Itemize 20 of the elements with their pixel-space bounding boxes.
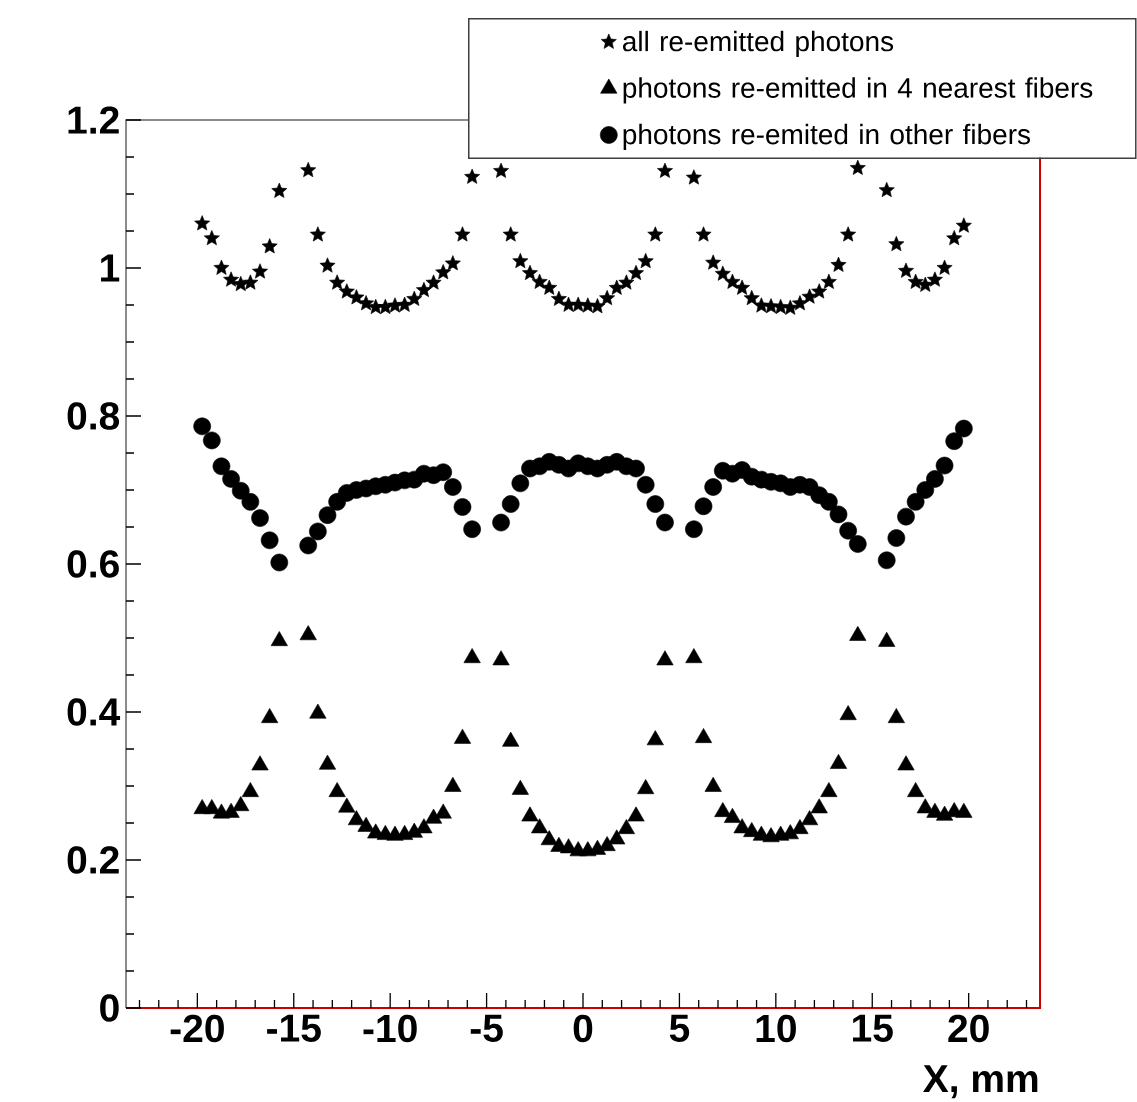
y-tick-label: 1 [101,254,120,282]
x-axis-title: X, mm [923,1065,1038,1099]
legend-label: all re-emitted photons [622,30,894,57]
y-tick-label: 0.4 [67,698,121,726]
y-tick-label: 1.2 [68,106,119,134]
x-tick-label: -10 [363,1014,417,1043]
x-tick-label: 10 [756,1014,796,1043]
x-tick-label: 20 [948,1014,989,1043]
y-tick-label: 0.6 [67,550,119,578]
y-tick-label: 0.2 [67,846,119,874]
y-tick-label: 0.8 [67,402,120,430]
x-tick-label: 15 [853,1014,893,1042]
y-tick-label: 0 [100,994,119,1022]
legend-label: photons re-emited in other fibers [623,123,1031,150]
x-tick-label: 0 [573,1014,593,1043]
legend-label: photons re-emitted in 4 nearest fibers [623,77,1093,104]
x-tick-label: -5 [470,1014,503,1042]
x-tick-label: 5 [669,1014,690,1042]
x-tick-label: -15 [267,1014,321,1042]
x-tick-label: -20 [170,1014,224,1043]
